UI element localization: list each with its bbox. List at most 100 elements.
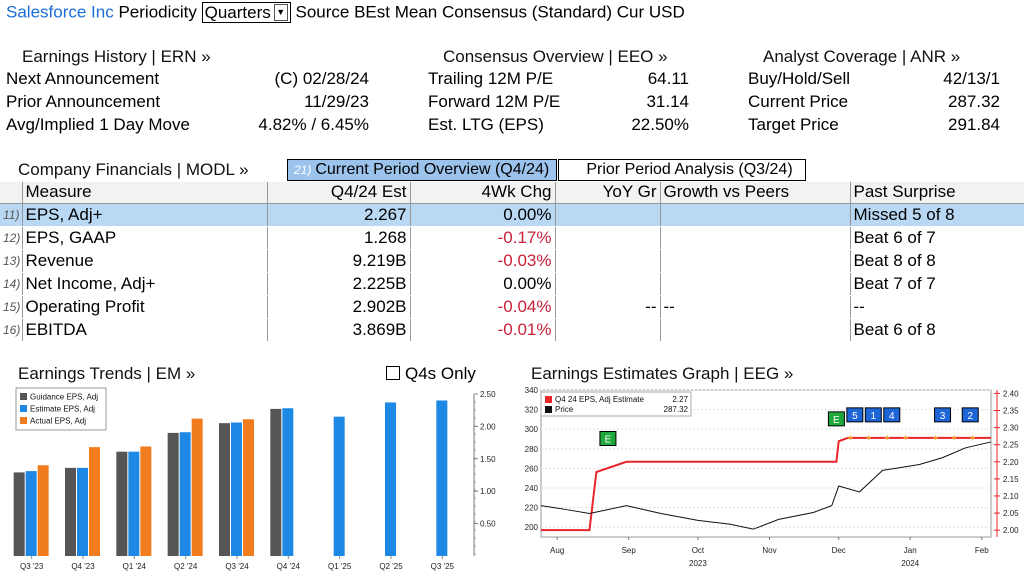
year-label: 2023 [689,559,707,568]
column-header[interactable]: 4Wk Chg [409,182,555,204]
cell-chg: -0.04% [409,295,555,319]
cell-surprise: -- [849,295,1024,319]
x-tick-label: Q3 '23 [20,562,44,571]
column-header[interactable]: Growth vs Peers [659,182,850,204]
column-header[interactable]: YoY Gr [554,182,660,204]
legend-label: Price [555,405,574,414]
chevron-down-icon[interactable]: ▼ [273,4,288,21]
table-row[interactable]: 16) EBITDA 3.869B -0.01% Beat 6 of 8 [0,318,1024,342]
tab-prior-period[interactable]: 22) Prior Period Analysis (Q3/24) [558,159,806,181]
left-tick-label: 320 [525,406,539,415]
event-marker-label: 4 [889,411,895,422]
x-tick-label: Dec [832,546,846,555]
cell-yoy [554,318,660,342]
x-tick-label: Q1 '24 [123,562,147,571]
left-tick-label: 280 [525,445,539,454]
kv-value: 291.84 [948,115,1000,134]
event-marker-label: 5 [852,411,858,422]
earnings-estimates-title[interactable]: Earnings Estimates Graph | EEG » [531,364,794,383]
x-tick-label: Q3 '24 [225,562,249,571]
legend-label: Estimate EPS, Adj [30,405,95,414]
kv-label: Trailing 12M P/E [428,69,554,88]
kv-row: Est. LTG (EPS) 22.50% [428,113,689,136]
column-header[interactable]: Measure [21,182,267,204]
y-tick-label: 2.00 [480,422,496,431]
kv-label: Target Price [748,115,839,134]
cell-yoy [554,249,660,273]
periodicity-value: Quarters [204,2,271,22]
table-row[interactable]: 14) Net Income, Adj+ 2.225B 0.00% Beat 7… [0,272,1024,296]
earnings-trends-chart[interactable]: Q3 '23 Q4 '23 Q1 '24 Q2 '24 Q3 '24 Q4 '24 Q1 '… [0,386,505,574]
cell-yoy: -- [554,295,660,319]
event-marker-label: 3 [940,411,946,422]
legend-box [15,387,107,431]
cell-surprise: Beat 7 of 7 [849,272,1024,296]
revision-marker: ✦ [846,433,854,443]
analyst-title[interactable]: Analyst Coverage | ANR » [763,47,961,66]
periodicity-select[interactable]: Quarters ▼ [201,2,291,23]
table-row[interactable]: 12) EPS, GAAP 1.268 -0.17% Beat 6 of 7 [0,226,1024,250]
right-tick-label: 2.30 [1003,424,1019,433]
table-row[interactable]: 15) Operating Profit 2.902B -0.04% -- --… [0,295,1024,319]
right-tick-label: 2.10 [1003,492,1019,501]
event-marker [934,407,952,423]
company-name[interactable]: Salesforce Inc [6,2,114,22]
cell-est: 2.267 [266,203,410,227]
cell-peers [659,318,850,342]
cell-measure[interactable]: EPS, Adj+ [21,203,267,227]
x-tick-label: Aug [550,546,564,555]
y-tick-label: 2.50 [480,390,496,399]
cell-chg: -0.03% [409,249,555,273]
cell-peers [659,226,850,250]
cell-measure[interactable]: EPS, GAAP [21,226,267,250]
bar [270,408,282,556]
kv-value: 11/29/23 [304,92,369,111]
tab-current-period[interactable]: 21) Current Period Overview (Q4/24) [287,159,557,181]
q4s-only-toggle[interactable]: Q4s Only [386,364,476,384]
row-number: 11) [0,203,22,227]
cell-yoy [554,226,660,250]
right-tick-label: 2.00 [1003,526,1019,535]
event-marker-label: 1 [871,411,877,422]
legend-swatch [545,406,552,413]
cell-measure[interactable]: Operating Profit [21,295,267,319]
earnings-trends-title[interactable]: Earnings Trends | EM » [18,364,196,383]
x-tick-label: Nov [762,546,776,555]
earnings-estimates-chart[interactable]: 200 220 240 260 280 300 320 340 2.00 2.05 2.10 2.15… [508,384,1024,574]
bar [25,471,37,556]
cell-measure[interactable]: Net Income, Adj+ [21,272,267,296]
table-row[interactable]: 11) EPS, Adj+ 2.267 0.00% Missed 5 of 8 [0,203,1024,227]
column-header[interactable]: Past Surprise [849,182,1024,204]
kv-value: 287.32 [948,92,1000,111]
bar [65,467,76,556]
kv-row: Target Price 291.84 [748,113,1000,136]
checkbox-icon[interactable] [386,366,400,380]
cell-peers [659,249,850,273]
x-tick-label: Oct [692,546,705,555]
column-header[interactable]: Q4/24 Est [266,182,410,204]
kv-value: 22.50% [631,115,689,134]
financials-title[interactable]: Company Financials | MODL » [18,160,249,179]
row-number: 12) [0,226,22,250]
revision-marker: ✦ [883,433,891,443]
earnings-history-title[interactable]: Earnings History | ERN » [22,47,211,66]
revision-marker: ✦ [902,433,910,443]
kv-value: 4.82% / 6.45% [258,115,369,134]
kv-label: Buy/Hold/Sell [748,69,851,88]
bar [167,432,179,556]
cell-chg: -0.01% [409,318,555,342]
cell-est: 2.902B [266,295,410,319]
cell-measure[interactable]: Revenue [21,249,267,273]
x-tick-label: Jan [904,546,917,555]
table-row[interactable]: 13) Revenue 9.219B -0.03% Beat 8 of 8 [0,249,1024,273]
legend-box [540,391,692,417]
cell-measure[interactable]: EBITDA [21,318,267,342]
tab-label: Prior Period Analysis (Q3/24) [586,161,793,178]
legend-swatch [20,417,27,424]
x-tick-label: Sep [622,546,637,555]
cell-peers [659,272,850,296]
kv-row: Prior Announcement 11/29/23 [6,90,369,113]
consensus-title[interactable]: Consensus Overview | EEO » [443,47,668,66]
bar [116,451,128,556]
earnings-history-panel: Next Announcement (C) 02/28/24 Prior Ann… [6,67,369,136]
